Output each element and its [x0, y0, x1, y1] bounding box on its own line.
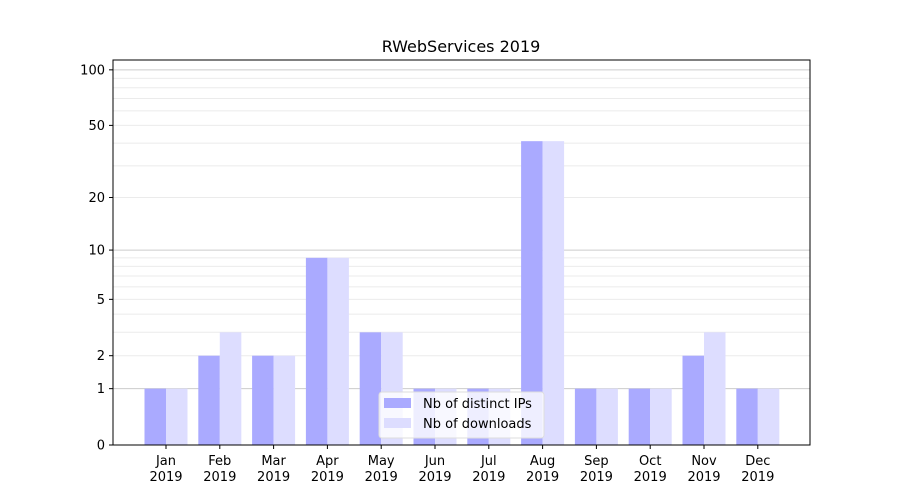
- x-tick-label: Jun 2019: [418, 454, 451, 485]
- bar-downloads: [542, 141, 565, 445]
- y-tick-label: 100: [80, 63, 105, 78]
- bar-downloads: [704, 332, 726, 445]
- bar-downloads: [650, 388, 672, 445]
- y-tick-label: 5: [97, 293, 105, 308]
- y-tick-label: 50: [88, 119, 105, 134]
- bar-downloads: [273, 355, 296, 445]
- bar-downloads: [327, 257, 349, 445]
- bar-ips: [628, 388, 651, 445]
- bar-ips: [252, 355, 274, 445]
- x-tick-label: Jul 2019: [472, 454, 505, 485]
- x-tick-label: Apr 2019: [311, 454, 344, 485]
- x-tick-label: Aug 2019: [526, 454, 559, 485]
- x-tick-label: May 2019: [365, 454, 398, 485]
- y-tick-label: 1: [97, 382, 105, 397]
- bar-ips: [359, 332, 382, 445]
- x-tick-label: Feb 2019: [203, 454, 236, 485]
- bar-ips: [521, 141, 543, 445]
- bar-downloads: [757, 388, 780, 445]
- legend: [378, 391, 545, 439]
- x-tick-label: Mar 2019: [257, 454, 290, 485]
- bar-ips: [144, 388, 166, 445]
- x-tick-label: Dec 2019: [741, 454, 774, 485]
- chart-title: RWebServices 2019: [382, 37, 541, 56]
- plot-frame: [112, 59, 811, 446]
- x-tick-label: Nov 2019: [687, 454, 720, 485]
- y-tick-label: 10: [88, 244, 105, 259]
- x-tick-label: Oct 2019: [634, 454, 667, 485]
- y-tick-label: 2: [97, 349, 105, 364]
- x-tick-label: Jan 2019: [149, 454, 182, 485]
- legend-swatch: [384, 418, 411, 428]
- legend-label: Nb of distinct IPs: [423, 397, 532, 412]
- bar-ips: [574, 388, 597, 445]
- y-tick-label: 0: [97, 439, 105, 454]
- x-tick-label: Sep 2019: [580, 454, 613, 485]
- bar-downloads: [596, 388, 618, 445]
- bar-downloads: [166, 388, 188, 445]
- bar-ips: [736, 388, 758, 445]
- bar-ips: [305, 257, 328, 445]
- y-tick-label: 20: [88, 191, 105, 206]
- legend-swatch: [384, 398, 411, 408]
- bar-downloads: [219, 332, 242, 445]
- legend-label: Nb of downloads: [423, 417, 532, 432]
- bar-ips: [198, 355, 220, 445]
- bar-ips: [682, 355, 704, 445]
